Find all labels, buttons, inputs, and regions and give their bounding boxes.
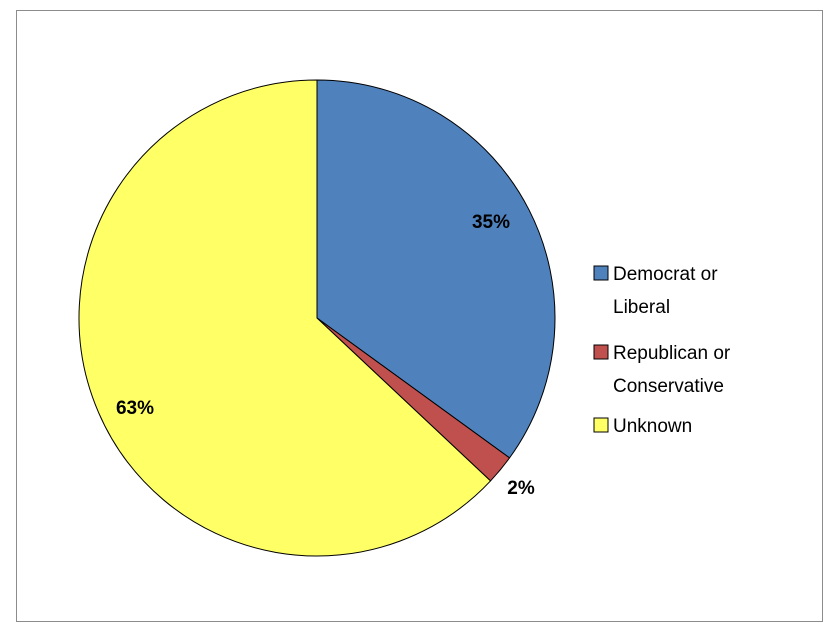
legend-swatch-unknown <box>593 417 609 433</box>
legend-swatch-democrat-or-liberal <box>593 265 609 281</box>
legend-item-democrat-or-liberal: Democrat or Liberal <box>593 264 718 318</box>
data-label-unknown: 63% <box>116 398 154 419</box>
pie-data-labels: 35% 2% 63% <box>116 212 535 499</box>
legend-label-unknown: Unknown <box>613 416 692 437</box>
legend-swatch-republican-or-conservative <box>593 344 609 360</box>
legend-item-republican-or-conservative: Republican or Conservative <box>593 343 731 397</box>
pie-slice-unknown <box>78 79 491 557</box>
legend-label-democrat-or-liberal: Democrat or <box>613 264 718 285</box>
legend-label-democrat-or-liberal: Liberal <box>613 297 670 318</box>
chart-legend: Democrat or Liberal Republican or Conservat… <box>593 264 731 437</box>
legend-item-unknown: Unknown <box>593 416 692 437</box>
legend-label-republican-or-conservative: Conservative <box>613 376 724 397</box>
data-label-republican-or-conservative: 2% <box>507 478 535 499</box>
data-label-democrat-or-liberal: 35% <box>472 212 510 233</box>
legend-label-republican-or-conservative: Republican or <box>613 343 731 364</box>
pie-slices <box>78 79 556 557</box>
pie-slice-democrat-or-liberal <box>316 79 556 459</box>
